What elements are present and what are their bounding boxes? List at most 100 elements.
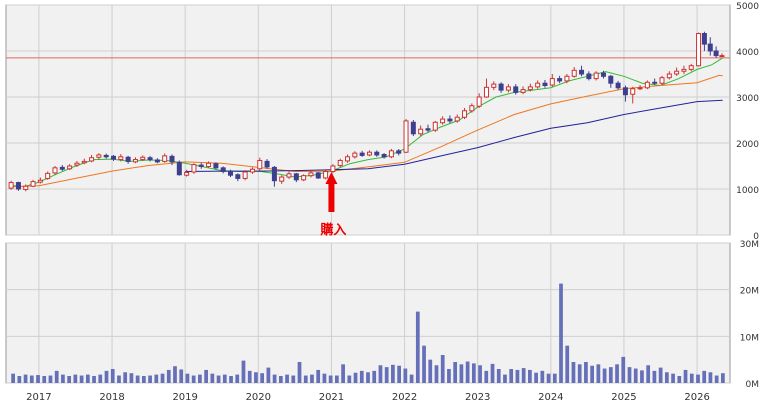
price-y-tick-label: 1000 [736, 186, 759, 196]
price-panel: 0 1000 2000 3000 4000 5000 購入 [5, 2, 759, 242]
volume-bar [372, 370, 377, 383]
candlestick [30, 179, 36, 188]
volume-bar [353, 372, 358, 383]
candlestick [242, 170, 248, 181]
candlestick [652, 78, 658, 86]
candlestick [608, 74, 614, 88]
volume-bar [708, 372, 713, 383]
volume-bar [229, 376, 233, 383]
candlestick [220, 166, 226, 174]
volume-bar [590, 365, 595, 383]
candlestick [454, 114, 460, 123]
volume-bar [303, 375, 308, 383]
volume-bar [67, 376, 72, 383]
volume-bar [546, 373, 551, 383]
volume-bar [241, 360, 246, 383]
volume-bar [397, 365, 401, 383]
candlestick [271, 166, 277, 187]
candlestick [498, 82, 504, 93]
volume-bar [521, 368, 526, 383]
volume-bar [552, 373, 557, 383]
price-y-tick-label: 4000 [736, 48, 759, 58]
volume-bar [714, 375, 719, 383]
candlestick [388, 148, 394, 159]
volume-bar [509, 369, 514, 383]
candlestick [462, 108, 468, 120]
candlestick [520, 86, 526, 95]
x-tick-label: 2024 [538, 392, 563, 403]
candlestick [323, 169, 329, 180]
volume-bar [559, 283, 563, 383]
candlestick [593, 71, 599, 81]
volume-bar [434, 365, 439, 383]
volume-bar [683, 369, 688, 383]
moving-average-short-line [9, 57, 723, 188]
candlestick [264, 159, 270, 169]
volume-bar [135, 375, 140, 383]
volume-bar [640, 370, 644, 383]
volume-bar [440, 355, 445, 383]
volume-bar [92, 376, 96, 383]
volume-bar [359, 370, 364, 383]
volume-bar [260, 373, 265, 383]
volume-bar [633, 368, 638, 383]
candlestick [103, 153, 109, 159]
volume-bar [11, 373, 15, 383]
candlestick [198, 162, 204, 169]
price-y-tick-label: 3000 [736, 94, 759, 104]
volume-bar [608, 367, 613, 383]
candlestick [674, 67, 680, 76]
price-plot-area [5, 4, 731, 236]
buy-marker: 購入 [319, 172, 346, 238]
candlestick [147, 155, 153, 162]
x-tick-label: 2026 [684, 392, 709, 403]
volume-bar [17, 376, 22, 383]
volume-bar [198, 374, 202, 383]
volume-bar [254, 372, 258, 383]
candlestick [542, 79, 548, 88]
volume-bar [48, 375, 53, 383]
candlestick [140, 155, 146, 161]
volume-bar [366, 372, 370, 383]
volume-bar [652, 370, 657, 383]
price-y-tick-label: 0 [753, 232, 759, 242]
volume-bar [297, 362, 302, 383]
volume-bar [222, 374, 227, 383]
candlestick [366, 150, 372, 157]
candlestick [191, 163, 197, 174]
volume-bar [471, 363, 476, 383]
volume-bar [42, 376, 47, 383]
volume-bar [696, 374, 700, 383]
candlestick [169, 154, 175, 166]
volume-bar [478, 365, 482, 383]
candlestick [293, 172, 299, 183]
candlestick [719, 53, 725, 58]
candlestick [52, 166, 58, 175]
candlestick [74, 160, 80, 167]
candlestick [249, 167, 255, 174]
candlestick [483, 78, 489, 98]
volume-bar [285, 374, 289, 383]
candlestick [132, 157, 138, 164]
volume-bar [447, 369, 451, 383]
volume-bar [571, 362, 576, 383]
volume-bar [534, 372, 538, 383]
volume-bar [428, 359, 433, 383]
candlestick [432, 120, 438, 132]
candlestick [418, 125, 424, 137]
volume-bar [104, 370, 109, 383]
volume-bar [689, 373, 694, 383]
volume-y-tick-label: 10M [740, 333, 759, 343]
volume-bar [347, 375, 352, 383]
volume-bar [29, 375, 34, 383]
candlestick [549, 74, 555, 87]
candlestick [659, 75, 665, 86]
volume-bar [291, 375, 296, 383]
volume-bar [409, 374, 414, 383]
candlestick [666, 71, 672, 80]
volume-bar [503, 374, 507, 383]
volume-y-tick-label: 20M [740, 287, 759, 297]
volume-y-axis: 0M 10M 20M 30M [740, 240, 759, 390]
volume-bar [335, 375, 339, 383]
x-tick-label: 2020 [246, 392, 271, 403]
